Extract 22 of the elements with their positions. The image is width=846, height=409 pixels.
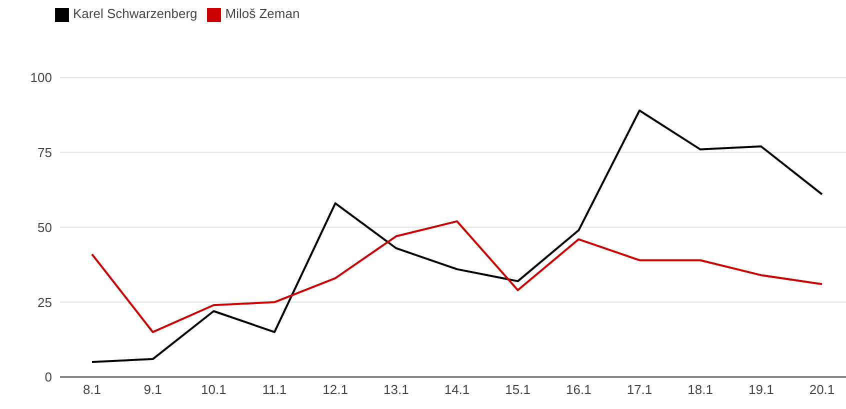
y-tick-label: 0 bbox=[44, 370, 52, 385]
x-tick-label: 10.1 bbox=[201, 382, 226, 398]
y-tick-label: 100 bbox=[30, 70, 52, 86]
x-tick-label: 12.1 bbox=[322, 382, 348, 398]
x-tick-label: 8.1 bbox=[82, 382, 102, 398]
x-tick-label: 17.1 bbox=[626, 382, 652, 398]
y-tick-label: 50 bbox=[38, 220, 52, 235]
x-tick-label: 14.1 bbox=[444, 382, 470, 398]
y-tick-label: 75 bbox=[38, 145, 52, 160]
x-tick-label: 20.1 bbox=[809, 382, 835, 398]
x-tick-label: 18.1 bbox=[688, 382, 713, 398]
x-tick-label: 16.1 bbox=[566, 382, 592, 398]
x-tick-label: 9.1 bbox=[144, 382, 162, 398]
legend-label: Karel Schwarzenberg bbox=[73, 6, 198, 21]
x-tick-label: 11.1 bbox=[262, 382, 287, 398]
line-series bbox=[91, 220, 823, 334]
x-tick-label: 19.1 bbox=[748, 382, 774, 398]
x-tick-label: 15.1 bbox=[505, 382, 530, 398]
line-series bbox=[91, 110, 823, 364]
legend-label: Miloš Zeman bbox=[225, 6, 300, 21]
y-tick-label: 25 bbox=[38, 294, 52, 310]
x-tick-label: 13.1 bbox=[384, 382, 409, 398]
